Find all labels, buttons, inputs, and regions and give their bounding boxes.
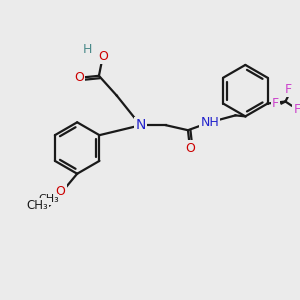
Text: F: F <box>272 97 279 110</box>
Text: F: F <box>285 83 292 96</box>
Text: NH: NH <box>200 116 219 129</box>
Text: CH₃: CH₃ <box>38 194 59 205</box>
Text: O: O <box>56 185 65 198</box>
Text: O: O <box>74 71 84 84</box>
Text: CH₃: CH₃ <box>27 199 49 212</box>
Text: F: F <box>294 103 300 116</box>
Text: H: H <box>82 43 92 56</box>
Text: O: O <box>185 142 195 154</box>
Text: N: N <box>135 118 146 132</box>
Text: O: O <box>98 50 108 62</box>
